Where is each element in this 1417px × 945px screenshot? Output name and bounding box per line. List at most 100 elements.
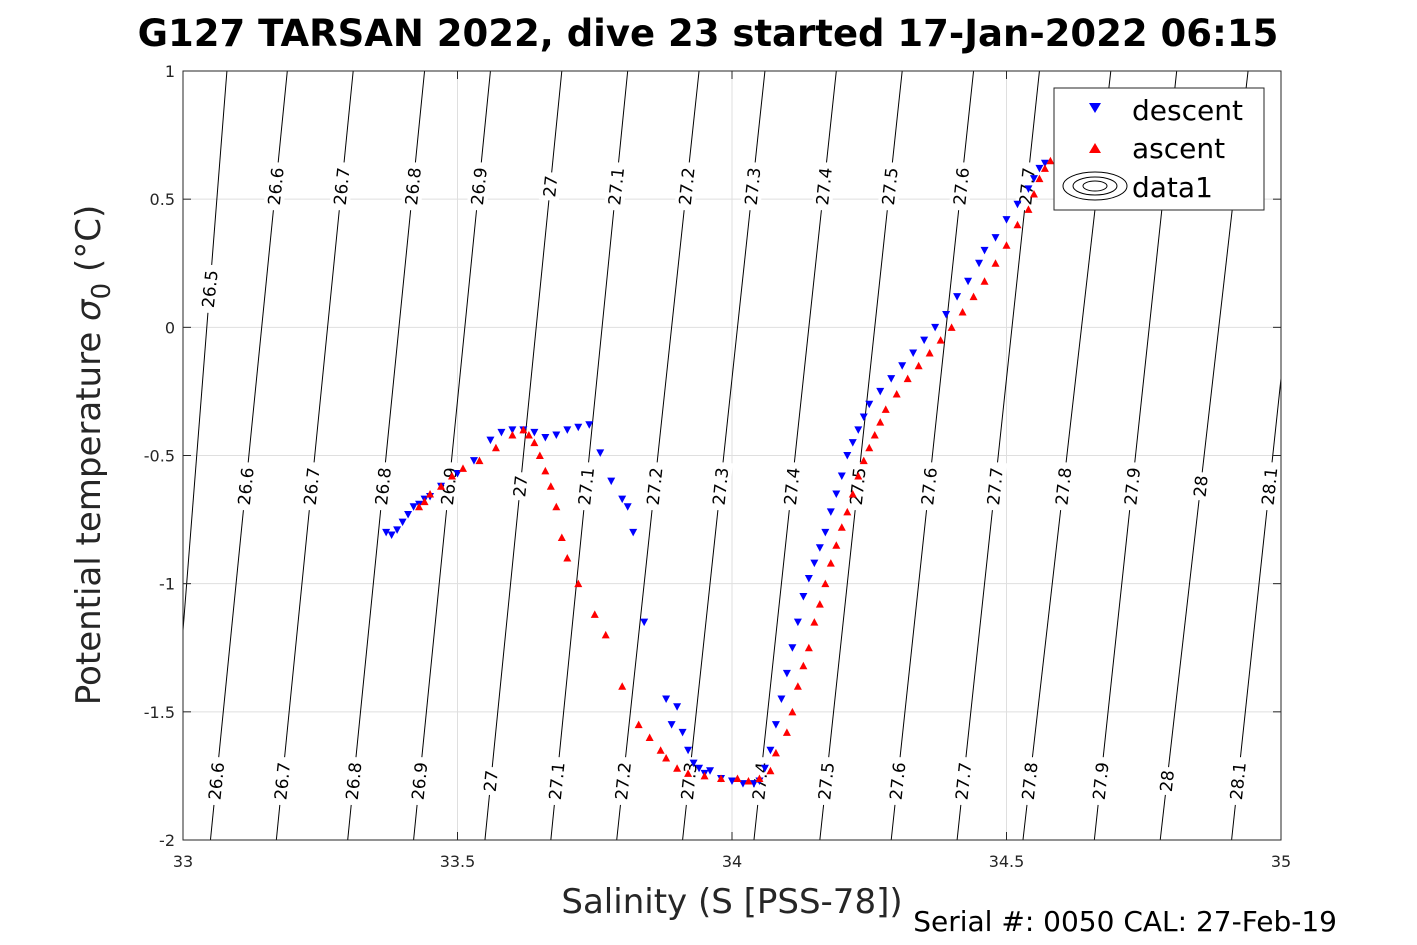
descent-point	[398, 518, 407, 527]
ascent-point	[673, 764, 682, 772]
ascent-point	[870, 430, 879, 439]
contour-label: 26.6	[205, 761, 229, 801]
contour-label-group: 27.5	[813, 756, 839, 806]
contour-label-group: 27.9	[1119, 461, 1145, 512]
ascent-point	[546, 482, 555, 490]
contour-label-bg	[1189, 471, 1213, 502]
ascent-point	[815, 600, 824, 608]
ascent-point	[437, 482, 446, 490]
ascent-point	[634, 720, 643, 729]
contour-label: 27.3	[678, 761, 702, 801]
descent-point	[854, 426, 863, 434]
contour-label-group: 26.9	[407, 756, 432, 806]
contour-label: 28.1	[1227, 761, 1251, 801]
descent-point	[662, 695, 671, 704]
y-axis-title: Potential temperature σ0 (°C)	[69, 205, 117, 705]
x-tick-label: 33.5	[440, 852, 476, 871]
contour-label: 27.2	[612, 761, 636, 801]
descent-point	[964, 277, 973, 286]
descent-point	[684, 746, 693, 755]
contour-label-group: 27.2	[674, 161, 700, 212]
ascent-point	[475, 456, 484, 465]
ascent-point	[810, 618, 819, 626]
contour-label-bg	[1225, 756, 1251, 806]
ascent-point	[508, 430, 517, 439]
ascent-point	[618, 682, 627, 690]
ascent-point	[947, 323, 956, 331]
contour-label-group: 27.1	[544, 756, 570, 806]
contour-label-group: 27	[508, 471, 532, 502]
x-tick-label: 33	[173, 852, 193, 871]
ascent-point	[832, 541, 841, 549]
contour-label-bg	[269, 756, 295, 806]
descent-point	[848, 439, 857, 447]
contour-label: 26.9	[468, 167, 492, 207]
descent-point	[404, 510, 413, 519]
contour-label-bg	[674, 161, 700, 212]
contour-label: 26.8	[402, 167, 426, 207]
descent-point	[1002, 216, 1011, 224]
contour-label: 27.1	[546, 761, 570, 801]
contour-label: 27.9	[1090, 761, 1114, 801]
y-axis-title-unit: (°C)	[69, 205, 109, 283]
descent-point	[777, 695, 786, 704]
ascent-point	[925, 348, 934, 357]
ascent-point	[733, 774, 742, 782]
ascent-point	[491, 443, 500, 452]
contour-label-bg	[341, 756, 367, 806]
descent-point	[695, 764, 704, 773]
contour-label: 26.7	[301, 466, 325, 506]
contour-label-group: 26.5	[197, 263, 223, 314]
descent-point	[826, 508, 835, 516]
contour-label: 27.8	[1019, 761, 1043, 801]
ascent-point	[865, 443, 874, 452]
contour-label: 28	[1191, 475, 1213, 499]
contour-label-group: 27.7	[982, 461, 1008, 512]
legend-descent-label: descent	[1132, 94, 1243, 127]
contour-label: 27.2	[644, 466, 668, 506]
descent-point	[975, 259, 984, 268]
descent-point	[898, 362, 907, 370]
legend-box	[1053, 87, 1265, 211]
contour-label-bg	[466, 161, 492, 212]
contour-label-group: 27.9	[1088, 756, 1114, 806]
contour-label: 27	[510, 475, 532, 499]
contour-label: 27	[540, 175, 562, 199]
contour-label-group: 27	[538, 171, 562, 202]
descent-point	[563, 426, 572, 434]
descent-point	[673, 703, 682, 711]
ascent-point	[426, 489, 435, 498]
contour-label-bg	[1119, 461, 1145, 512]
contour-label-group: 26.9	[436, 461, 462, 512]
contour-label-bg	[197, 263, 223, 314]
contour-label-group: 28.1	[1257, 461, 1282, 512]
contour-label-group: 27.7	[950, 756, 976, 806]
density-contour-28.1	[1231, 373, 1281, 840]
x-axis-ticks: 33 33.5 34 34.5 35	[173, 71, 1291, 871]
contour-label-bg	[233, 461, 259, 512]
contour-label-group: 26.6	[233, 461, 259, 512]
contour-label: 26.6	[235, 466, 259, 506]
contour-label: 26.5	[199, 269, 223, 309]
ascent-point	[804, 643, 813, 652]
descent-series	[382, 159, 1049, 788]
descent-point	[788, 644, 797, 652]
contour-label-group: 27.2	[610, 756, 636, 806]
contour-label: 27.5	[847, 466, 871, 506]
descent-point	[1035, 164, 1044, 173]
contour-label-bg	[1050, 461, 1076, 512]
legend-contour-marker	[1062, 171, 1128, 201]
contour-label-group: 26.7	[329, 161, 355, 212]
ascent-point	[574, 579, 583, 588]
ascent-point	[788, 707, 797, 716]
contour-label-group: 27.1	[603, 161, 629, 212]
contour-label-bg	[329, 161, 355, 212]
contour-label: 27.1	[575, 466, 599, 506]
descent-point	[552, 431, 561, 439]
ascent-point	[859, 456, 868, 465]
ascent-point	[744, 777, 753, 785]
descent-point	[832, 490, 841, 498]
ascent-point	[969, 292, 978, 301]
contour-label: 27.6	[918, 466, 942, 506]
descent-point	[689, 759, 698, 768]
